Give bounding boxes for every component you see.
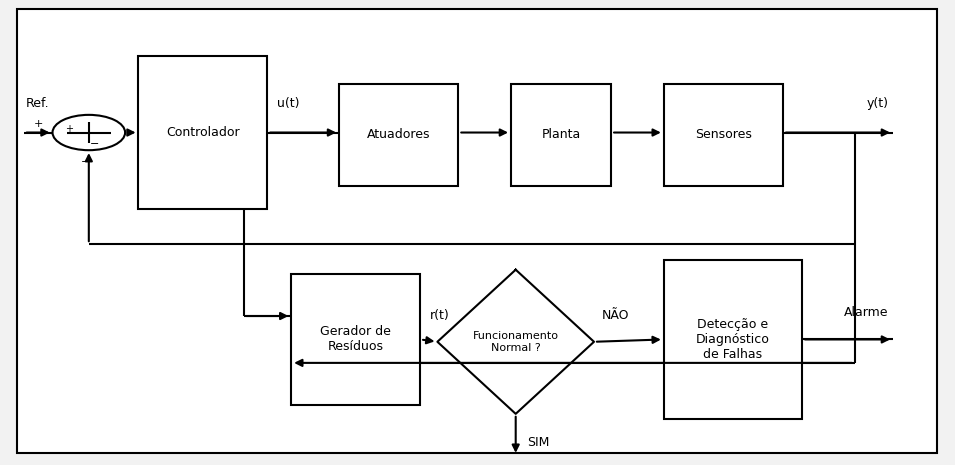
- FancyBboxPatch shape: [138, 56, 267, 209]
- Text: Gerador de
Resíduos: Gerador de Resíduos: [320, 326, 392, 353]
- Text: Ref.: Ref.: [26, 97, 50, 110]
- Text: y(t): y(t): [866, 97, 888, 110]
- Text: Atuadores: Atuadores: [367, 128, 431, 141]
- Text: Detecção e
Diagnóstico
de Falhas: Detecção e Diagnóstico de Falhas: [696, 318, 770, 361]
- Text: r(t): r(t): [430, 308, 450, 321]
- FancyBboxPatch shape: [17, 9, 937, 453]
- Text: Controlador: Controlador: [166, 126, 240, 139]
- Text: +: +: [65, 124, 73, 134]
- Text: Alarme: Alarme: [843, 306, 888, 319]
- FancyBboxPatch shape: [664, 84, 783, 186]
- Text: SIM: SIM: [527, 436, 549, 449]
- Text: NÃO: NÃO: [602, 308, 629, 321]
- Text: Sensores: Sensores: [695, 128, 752, 141]
- FancyBboxPatch shape: [511, 84, 611, 186]
- FancyBboxPatch shape: [291, 274, 420, 405]
- FancyBboxPatch shape: [339, 84, 458, 186]
- FancyBboxPatch shape: [664, 260, 802, 418]
- Text: −: −: [80, 157, 90, 167]
- Text: Planta: Planta: [541, 128, 581, 141]
- Text: −: −: [90, 139, 99, 149]
- Text: +: +: [33, 119, 43, 129]
- Text: Funcionamento
Normal ?: Funcionamento Normal ?: [473, 331, 559, 352]
- Text: u(t): u(t): [277, 97, 300, 110]
